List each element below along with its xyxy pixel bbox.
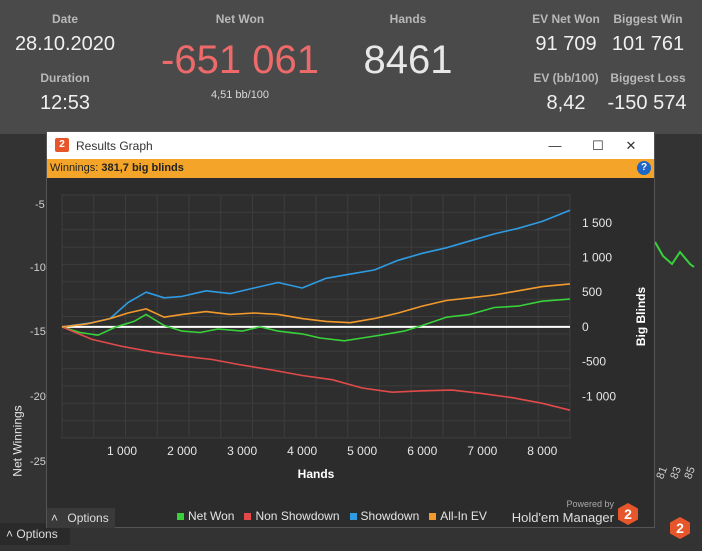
legend-item: Net Won (177, 509, 234, 523)
background-options-label: Options (16, 527, 58, 541)
series-line-showdown (61, 209, 571, 328)
winnings-summary: Winnings: 381,7 big blinds (50, 162, 184, 174)
y-tick-label: -1 000 (582, 389, 616, 403)
net-won-value: -651 061 (161, 38, 319, 82)
hands-label: Hands (389, 12, 427, 26)
x-tick-label: 3 000 (227, 444, 257, 458)
biggest-win-label: Biggest Win (613, 12, 683, 26)
winnings-value: 381,7 big blinds (101, 162, 184, 174)
options-chevron-icon: ˄ (51, 511, 59, 525)
hem-brand-label: Hold'em Manager (511, 510, 614, 525)
y-axis-label: Big Blinds (634, 287, 648, 347)
y-tick-label: -500 (582, 355, 606, 369)
options-label: Options (67, 511, 109, 525)
duration-value: 12:53 (39, 92, 91, 114)
legend-swatch (177, 513, 184, 520)
x-tick-label: 7 000 (467, 444, 497, 458)
biggest-win-value: 101 761 (611, 33, 685, 55)
net-won-label: Net Won (215, 12, 265, 26)
background-y-tick: -10 (30, 262, 46, 274)
x-tick-label: 4 000 (287, 444, 317, 458)
background-y-tick: -20 (30, 391, 46, 403)
series-line-all-in-ev (61, 283, 571, 328)
legend-item: Showdown (349, 509, 420, 523)
x-tick-label: 5 000 (347, 444, 377, 458)
series-line-net-won (61, 298, 571, 342)
x-tick-label: 1 000 (107, 444, 137, 458)
y-tick-label: 1 000 (582, 250, 612, 264)
maximize-button[interactable]: ☐ (592, 138, 604, 153)
legend-label: All-In EV (440, 509, 487, 523)
date-label: Date (51, 12, 78, 26)
ev-bb-label: EV (bb/100) (533, 71, 599, 85)
background-y-tick: -5 (35, 199, 45, 211)
hem-logo-icon: 2 (55, 138, 69, 152)
hem-brand-logo: 2 (618, 503, 638, 525)
options-button[interactable]: ˄ Options (47, 508, 115, 528)
legend-label: Net Won (188, 509, 235, 523)
background-y-tick: -25 (30, 456, 46, 468)
ev-bb-value: 8,42 (546, 92, 586, 114)
session-stats-panel: Date 28.10.2020 Duration 12:53 Net Won -… (0, 0, 702, 134)
date-value: 28.10.2020 (14, 33, 116, 55)
legend-item: All-In EV (429, 509, 487, 523)
background-y-tick: -15 (30, 326, 46, 338)
hands-value: 8461 (363, 38, 453, 82)
legend-label: Non Showdown (255, 509, 340, 523)
legend-swatch (349, 513, 357, 520)
background-hem-logo: 2 (670, 517, 690, 539)
options-chevron-icon: ˄ (6, 527, 14, 541)
x-tick-label: 8 000 (527, 444, 557, 458)
biggest-loss-value: -150 574 (607, 92, 687, 114)
x-tick-label: 2 000 (167, 444, 197, 458)
winnings-summary-bar: Winnings: 381,7 big blinds ? (47, 159, 654, 178)
biggest-loss-label: Biggest Loss (610, 71, 686, 85)
x-axis-label: Hands (298, 467, 335, 481)
ev-net-won-value: 91 709 (535, 33, 597, 55)
results-graph-window[interactable]: 2 Results Graph — ☐ ✕ Winnings: 381,7 bi… (46, 131, 655, 528)
x-tick-label: 6 000 (407, 444, 437, 458)
minimize-button[interactable]: — (548, 138, 562, 153)
legend-swatch (244, 513, 252, 520)
powered-by-label: Powered by (566, 499, 614, 509)
y-tick-label: 1 500 (582, 216, 612, 230)
winnings-label: Winnings: (50, 162, 99, 174)
legend-label: Showdown (360, 509, 420, 523)
legend-swatch (429, 513, 437, 520)
window-title-bar[interactable]: 2 Results Graph — ☐ ✕ (47, 132, 654, 159)
close-button[interactable]: ✕ (625, 138, 637, 153)
window-title: Results Graph (76, 139, 153, 153)
help-icon[interactable]: ? (637, 161, 651, 175)
series-line-non-showdown (61, 326, 571, 411)
background-chart-line (654, 241, 695, 268)
results-line-chart: 1 000 2 000 3 000 4 000 5 000 6 000 7 000 8 000… (61, 194, 648, 481)
ev-net-won-label: EV Net Won (532, 12, 600, 26)
chart-legend: Net Won Non Showdown Showdown All-In EV (177, 509, 497, 523)
y-tick-label: 500 (582, 285, 602, 299)
background-options-button[interactable]: ˄ Options (0, 523, 70, 545)
y-tick-label: 0 (582, 320, 589, 334)
duration-label: Duration (40, 71, 90, 85)
legend-item: Non Showdown (244, 509, 340, 523)
bb-per-100-value: 4,51 bb/100 (210, 89, 270, 101)
